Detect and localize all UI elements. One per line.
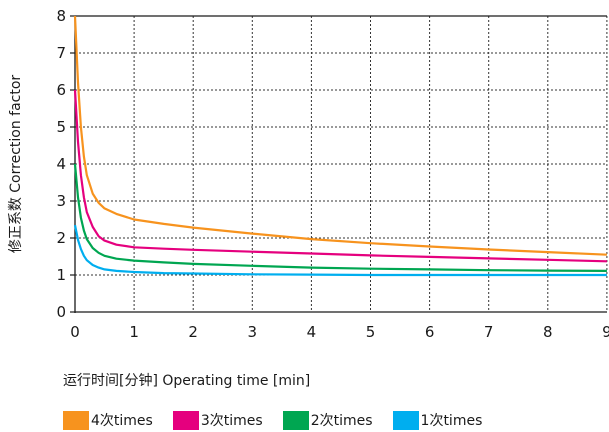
x-tick-label-7: 7 (484, 323, 494, 341)
x-tick-label-0: 0 (70, 323, 80, 341)
x-tick-label-4: 4 (307, 323, 317, 341)
y-tick-label-1: 1 (56, 266, 66, 284)
legend: 4次times 3次times 2次times 1次times (63, 410, 502, 430)
y-tick-label-5: 5 (56, 118, 66, 136)
x-tick-label-2: 2 (188, 323, 198, 341)
x-tick-label-8: 8 (543, 323, 553, 341)
legend-label-3: 2次times (310, 413, 373, 429)
y-tick-label-3: 3 (56, 192, 66, 210)
legend-label-4: 1次times (420, 413, 483, 429)
y-tick-label-6: 6 (56, 81, 66, 99)
series-line-2 (73, 89, 607, 263)
series-lines (73, 15, 607, 277)
y-tick-label-0: 0 (56, 303, 66, 321)
legend-item-4: 1次times (392, 410, 483, 430)
y-tick-label-7: 7 (56, 44, 66, 62)
y-axis-title: 修正系数 Correction factor (8, 75, 24, 254)
x-tick-label-6: 6 (425, 323, 435, 341)
x-tick-label-5: 5 (366, 323, 376, 341)
legend-label-2: 3次times (200, 413, 263, 429)
x-tick-label-9: 9 (602, 323, 609, 341)
y-tick-label-8: 8 (56, 7, 66, 25)
legend-swatch-1 (63, 410, 89, 430)
x-axis-title: 运行时间[分钟] Operating time [min] (63, 372, 310, 389)
y-tick-label-2: 2 (56, 229, 66, 247)
legend-item-1: 4次times (63, 410, 153, 430)
legend-item-2: 3次times (172, 410, 263, 430)
legend-swatch-4 (392, 410, 419, 430)
series-line-3 (73, 163, 607, 272)
y-tick-label-4: 4 (56, 155, 66, 173)
legend-label-1: 4次times (91, 413, 153, 429)
legend-swatch-3 (282, 410, 309, 430)
x-tick-label-1: 1 (129, 323, 139, 341)
tick-labels: 0 1 2 3 4 5 6 7 8 0 1 2 3 4 5 6 7 8 9 (56, 7, 609, 341)
series-line-1 (73, 15, 607, 256)
x-tick-label-3: 3 (248, 323, 258, 341)
series-line-4 (73, 224, 607, 277)
legend-swatch-2 (172, 410, 199, 430)
legend-item-3: 2次times (282, 410, 373, 430)
